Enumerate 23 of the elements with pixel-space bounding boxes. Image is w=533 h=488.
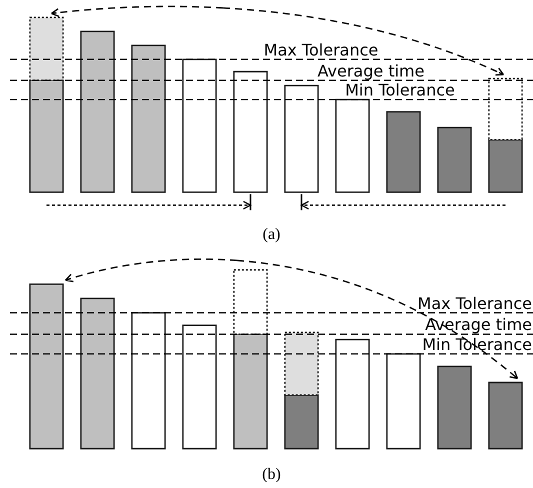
bar (437, 366, 472, 450)
bar (386, 111, 421, 193)
ref-line-label: Min Tolerance (345, 80, 455, 100)
bar (488, 382, 523, 450)
bar (233, 70, 268, 193)
ref-line-label: Max Tolerance (264, 40, 378, 60)
bar (182, 58, 217, 193)
ref-line-label: Min Tolerance (422, 334, 532, 354)
ref-line-label: Max Tolerance (418, 294, 532, 313)
bar (335, 338, 370, 450)
text: (a) (262, 226, 280, 243)
ref-line-label: Average time (318, 61, 424, 80)
bar (131, 44, 166, 193)
bar (437, 126, 472, 193)
bar (284, 84, 319, 193)
bar (131, 312, 166, 450)
bar (335, 98, 370, 193)
bar (182, 324, 217, 450)
ref-line-label: Average time (425, 315, 532, 334)
bar (386, 353, 421, 450)
bar (80, 30, 115, 193)
bar (29, 283, 64, 450)
bar (80, 298, 115, 450)
